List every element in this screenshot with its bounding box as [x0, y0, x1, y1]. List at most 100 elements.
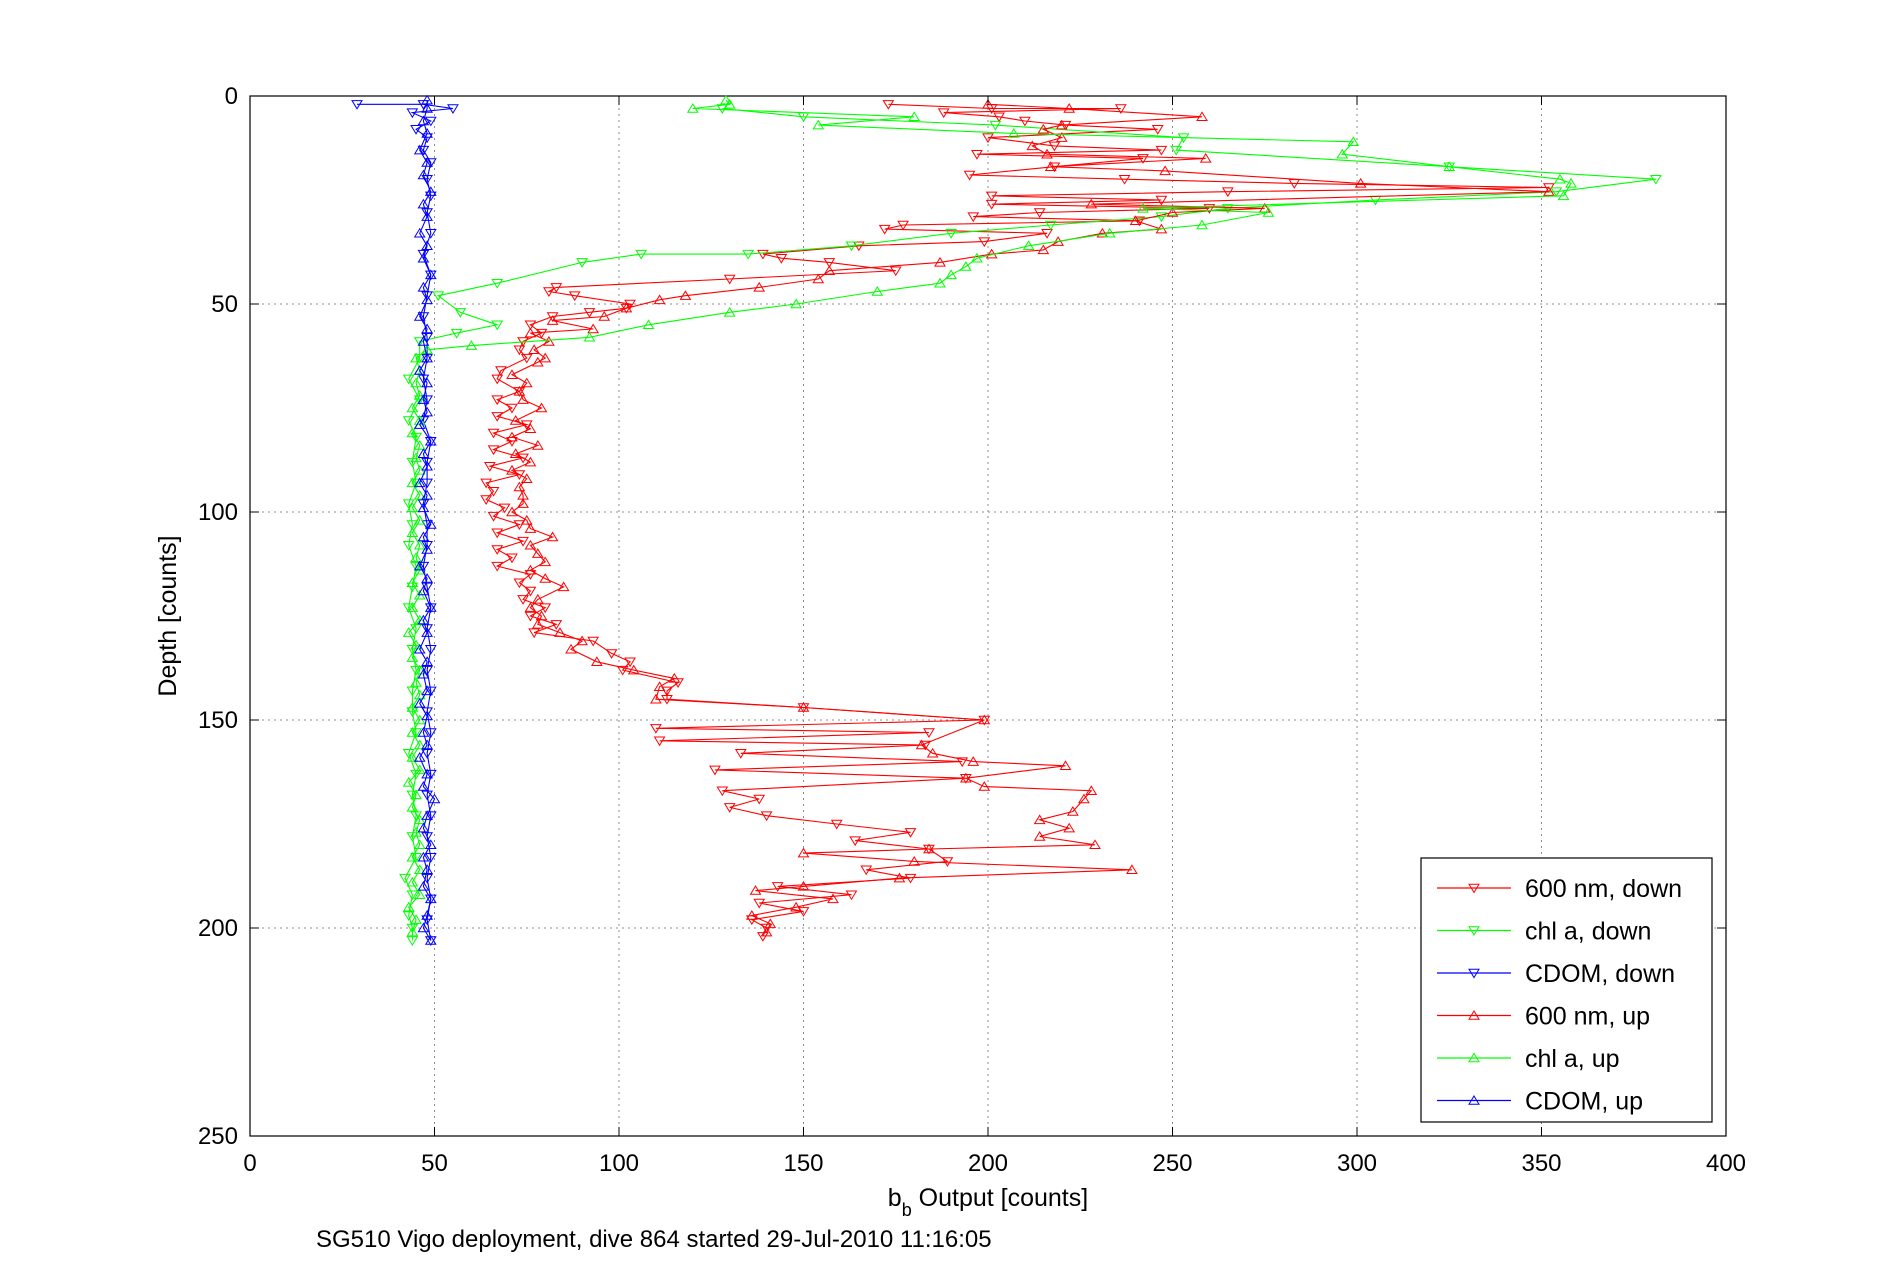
- data-point: [535, 328, 548, 339]
- legend-label: chl a, down: [1525, 918, 1651, 946]
- data-point: [627, 664, 640, 675]
- data-point: [642, 319, 655, 330]
- data-point: [709, 765, 721, 776]
- data-point: [590, 656, 603, 667]
- data-point: [971, 149, 983, 160]
- legend-marker: [1468, 1095, 1480, 1105]
- data-point: [934, 256, 946, 267]
- series-layer: [351, 94, 1662, 946]
- data-point: [495, 366, 507, 377]
- data-point: [978, 237, 991, 248]
- y-tick-label: 200: [198, 915, 238, 942]
- data-point: [421, 323, 434, 334]
- data-point: [1199, 152, 1212, 163]
- data-point: [506, 506, 518, 517]
- data-point: [959, 261, 972, 271]
- data-point: [1151, 125, 1164, 135]
- data-point: [524, 539, 537, 550]
- x-tick-label: 50: [421, 1150, 448, 1177]
- data-point: [517, 453, 529, 464]
- data-point: [971, 252, 983, 263]
- chart-caption: SG510 Vigo deployment, dive 864 started …: [316, 1226, 992, 1253]
- data-point: [956, 757, 969, 768]
- data-point: [550, 620, 563, 630]
- data-point: [428, 793, 441, 804]
- data-point: [413, 839, 426, 850]
- series-3: [506, 98, 1555, 937]
- data-point: [406, 851, 419, 862]
- x-tick-label: 100: [599, 1150, 639, 1177]
- x-tick-label: 250: [1152, 1150, 1192, 1177]
- data-point: [753, 281, 766, 292]
- data-point: [1137, 154, 1149, 164]
- data-point: [860, 865, 873, 876]
- data-point: [413, 560, 426, 571]
- data-point: [797, 702, 810, 712]
- data-point: [413, 643, 426, 654]
- legend-label: 600 nm, up: [1525, 1003, 1650, 1031]
- data-point: [1170, 145, 1183, 156]
- y-axis-label: Depth [counts]: [154, 535, 182, 696]
- data-point: [421, 208, 434, 218]
- data-point: [524, 523, 537, 533]
- legend-marker: [1468, 1010, 1480, 1020]
- data-point: [424, 186, 437, 196]
- x-axis-label-rest: Output [counts]: [912, 1184, 1089, 1212]
- data-point: [978, 714, 991, 725]
- data-point: [1155, 195, 1168, 206]
- data-point: [506, 431, 518, 442]
- data-point: [620, 302, 633, 313]
- data-point: [535, 402, 548, 413]
- data-point: [535, 610, 548, 621]
- data-point: [1096, 227, 1109, 238]
- data-point: [417, 561, 430, 572]
- data-point: [406, 790, 419, 801]
- legend-entry: chl a, up: [1437, 1045, 1620, 1073]
- data-point: [421, 291, 434, 302]
- data-point: [417, 851, 430, 862]
- data-point: [351, 100, 363, 110]
- legend-marker: [1468, 883, 1480, 894]
- data-point: [424, 811, 437, 822]
- data-point: [413, 227, 426, 238]
- data-point: [1129, 215, 1142, 226]
- data-point: [406, 652, 419, 662]
- data-point: [417, 100, 430, 110]
- data-point: [417, 394, 430, 404]
- data-point: [963, 170, 976, 181]
- x-tick-label: 300: [1337, 1150, 1377, 1177]
- data-point: [524, 327, 537, 338]
- data-point: [797, 847, 810, 858]
- data-point: [760, 923, 773, 934]
- data-point: [491, 320, 504, 331]
- data-point: [797, 907, 810, 917]
- data-point: [723, 803, 736, 813]
- data-point: [424, 686, 437, 697]
- data-point: [934, 277, 946, 288]
- data-point: [491, 395, 504, 406]
- data-point: [413, 390, 426, 400]
- data-point: [421, 710, 434, 721]
- data-point: [421, 624, 434, 634]
- data-point: [1126, 864, 1138, 875]
- data-point: [421, 910, 434, 920]
- data-point: [904, 828, 917, 838]
- data-point: [421, 157, 434, 167]
- series-1: [399, 104, 1662, 946]
- legend-marker: [1468, 926, 1480, 936]
- data-point: [421, 489, 434, 500]
- legend-entry: CDOM, down: [1437, 960, 1675, 988]
- data-point: [424, 839, 437, 850]
- data-point: [1221, 204, 1234, 214]
- legend-entry: 600 nm, up: [1437, 1003, 1650, 1031]
- data-point: [413, 751, 426, 762]
- data-point: [417, 822, 430, 833]
- data-point: [1137, 202, 1149, 213]
- data-point: [417, 668, 430, 679]
- data-point: [410, 665, 422, 676]
- data-point: [893, 872, 906, 883]
- data-point: [402, 499, 415, 510]
- data-point: [413, 764, 426, 775]
- data-point: [568, 291, 581, 302]
- data-point: [424, 519, 437, 529]
